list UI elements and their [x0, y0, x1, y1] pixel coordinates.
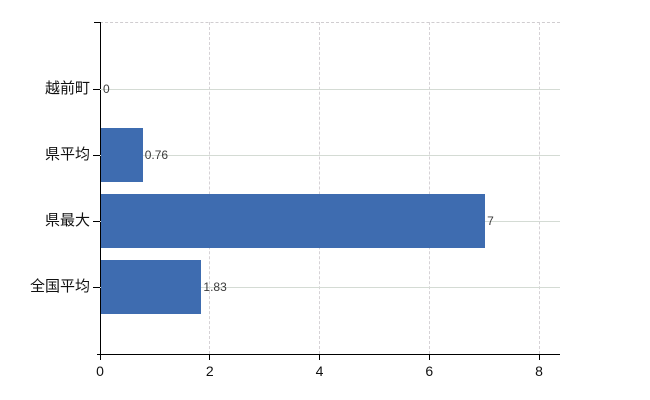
- y-axis-line: [100, 22, 101, 355]
- horizontal-gridline: [100, 154, 560, 156]
- y-axis-category-label: 県最大: [44, 212, 90, 229]
- y-axis-category-label: 全国平均: [29, 278, 90, 295]
- y-axis-tick: [93, 286, 100, 288]
- y-axis-category-label: 越前町: [44, 80, 90, 97]
- vertical-gridline: [319, 22, 320, 354]
- horizontal-gridline: [100, 286, 560, 288]
- bar-value-label: 0.76: [144, 148, 169, 162]
- plot-top-border: [100, 22, 560, 23]
- x-axis-tick: [209, 354, 211, 360]
- x-axis-tick: [99, 354, 101, 360]
- x-axis-tick-label: 0: [96, 363, 104, 379]
- bar-value-label: 7: [487, 214, 494, 228]
- x-axis-line: [97, 354, 560, 355]
- bar-value-label: 1.83: [203, 280, 227, 294]
- x-axis-tick-label: 2: [205, 363, 214, 379]
- y-axis-tick: [93, 220, 100, 222]
- bar-value-label: 0: [103, 82, 110, 96]
- x-axis-tick-label: 8: [535, 363, 543, 379]
- vertical-gridline: [428, 22, 430, 354]
- vertical-gridline: [538, 22, 540, 354]
- x-axis-tick: [428, 354, 430, 360]
- bar: [101, 260, 202, 314]
- y-axis-tick: [93, 154, 100, 156]
- bar: [101, 128, 143, 182]
- x-axis-tick-label: 4: [315, 363, 324, 379]
- x-axis-tick: [538, 354, 540, 360]
- plot-area: 0 2 4 6 8 越前町 0 県平均 0.76 県最大 7 全国平均 1.83: [30, 22, 560, 379]
- horizontal-gridline: [100, 88, 560, 90]
- y-axis-top-tick: [94, 22, 100, 23]
- bar: [101, 194, 486, 248]
- x-axis-tick: [319, 354, 320, 360]
- y-axis-tick: [93, 88, 100, 90]
- y-axis-category-label: 県平均: [44, 146, 90, 163]
- x-axis-tick-label: 6: [425, 363, 434, 379]
- vertical-gridline: [209, 22, 211, 354]
